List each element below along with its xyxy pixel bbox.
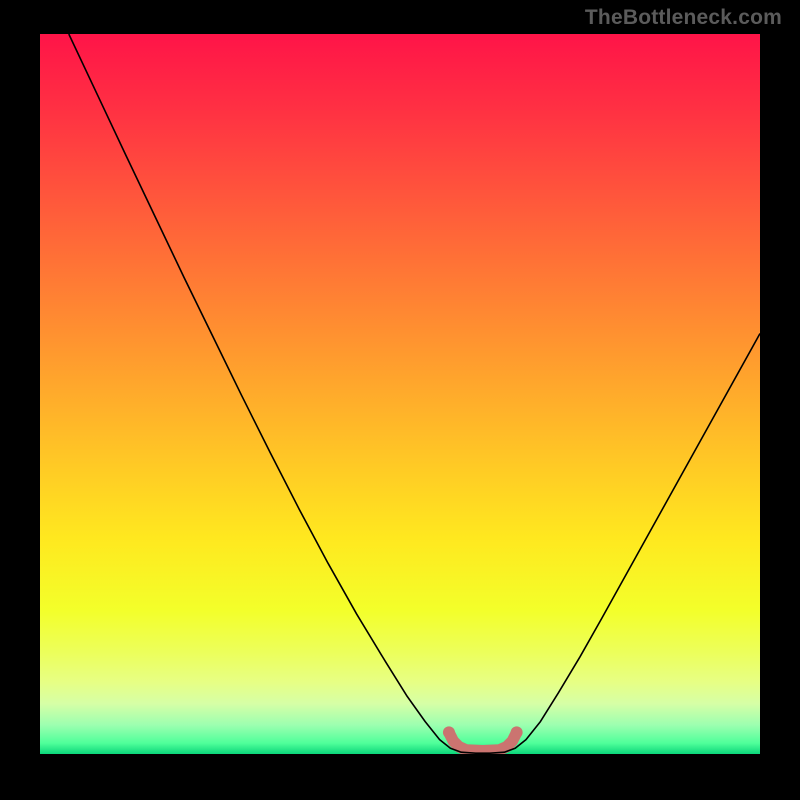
watermark-text: TheBottleneck.com — [585, 6, 782, 30]
chart-container: TheBottleneck.com — [0, 0, 800, 800]
valley-marker-end-dot — [511, 726, 523, 738]
valley-marker-start-dot — [443, 726, 455, 738]
chart-background — [40, 34, 760, 754]
plot-area — [40, 34, 760, 754]
chart-svg — [40, 34, 760, 754]
